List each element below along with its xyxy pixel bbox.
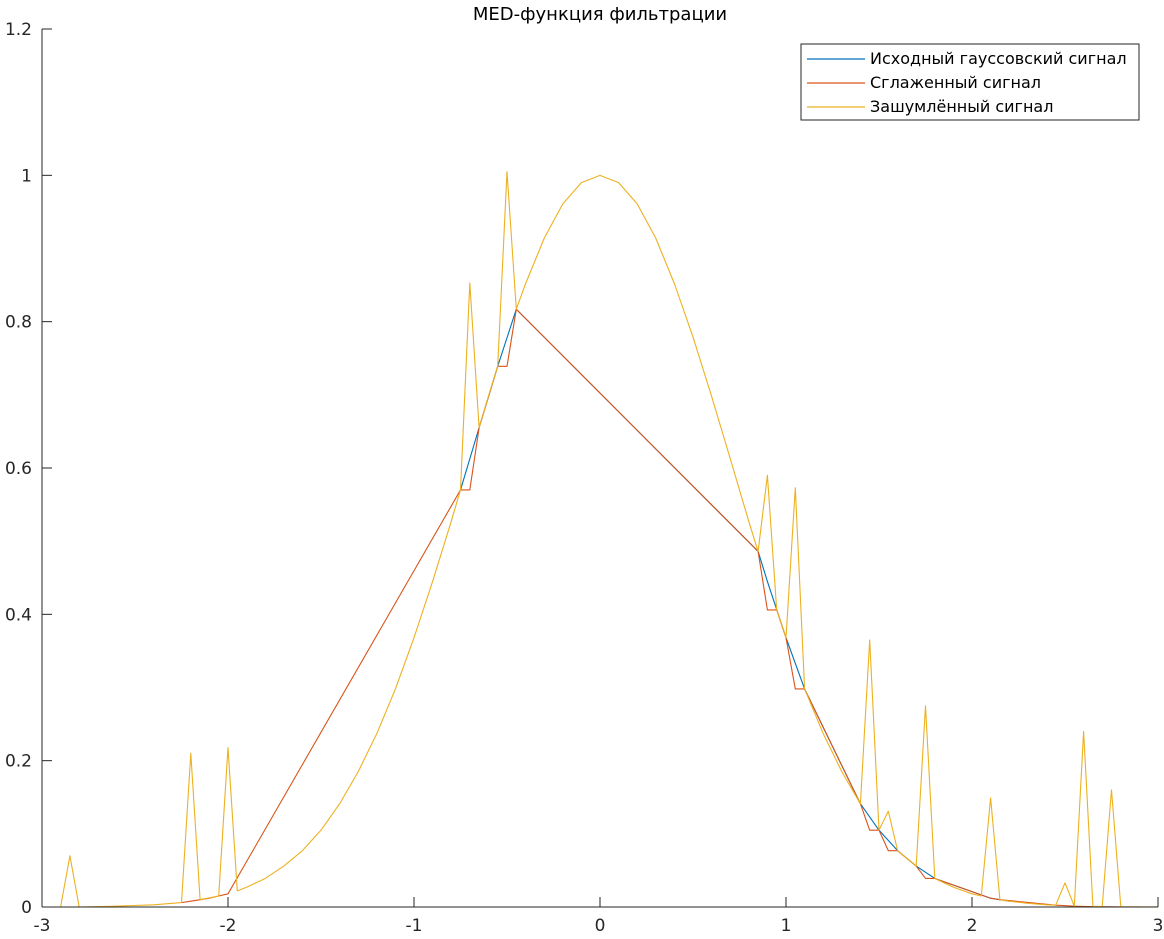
y-tick-label: 1.2 [5, 20, 32, 40]
x-tick-label: 0 [595, 916, 606, 936]
y-tick-label: 0 [21, 898, 32, 918]
y-tick-label: 0.6 [5, 459, 32, 479]
x-tick-label: 3 [1153, 916, 1164, 936]
x-tick-label: -2 [220, 916, 237, 936]
chart-title: MED-функция фильтрации [473, 4, 727, 25]
x-tick-label: -3 [34, 916, 51, 936]
legend-box [800, 43, 1140, 121]
x-tick-label: 1 [781, 916, 792, 936]
y-tick-label: 1 [21, 166, 32, 186]
legend-entry-2: Сглаженный сигнал [870, 73, 1041, 92]
series-line-2 [181, 308, 1121, 908]
x-tick-label: 2 [967, 916, 978, 936]
y-tick-label: 0.8 [5, 313, 32, 333]
series-line-3 [60, 171, 1159, 908]
y-tick-label: 0.4 [5, 605, 32, 625]
legend-entry-3: Зашумлённый сигнал [870, 97, 1053, 116]
x-tick-label: -1 [406, 916, 423, 936]
legend-entry-1: Исходный гауссовский сигнал [870, 49, 1127, 68]
axes: -3 -2 -1 0 1 2 3 0 0.2 0.4 0.6 0.8 1 1.2 [5, 20, 1163, 936]
legend: Исходный гауссовский сигнал Сглаженный си… [800, 43, 1140, 121]
y-tick-label: 0.2 [5, 752, 32, 772]
plot-lines [60, 171, 1159, 908]
